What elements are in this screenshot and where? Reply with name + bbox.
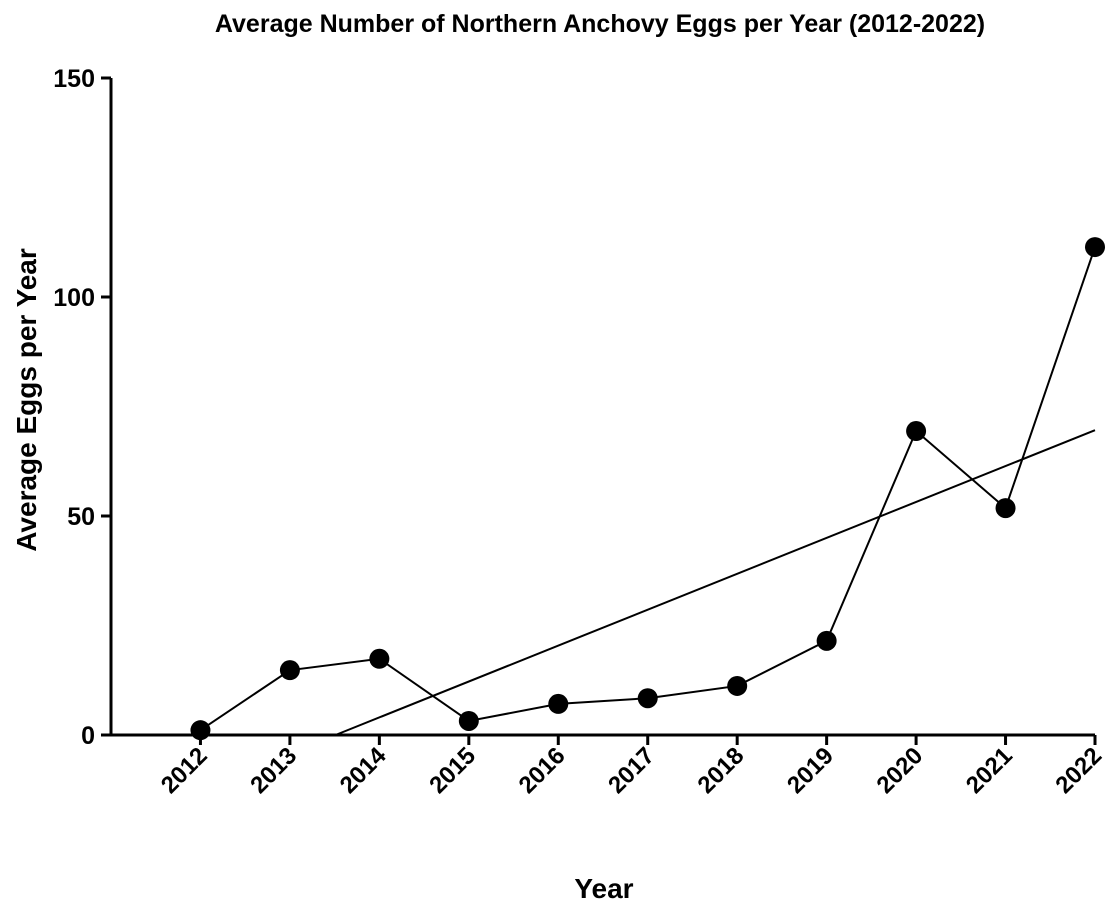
x-tick-label: 2016 <box>514 742 571 799</box>
y-tick-label: 150 <box>53 65 95 93</box>
data-point <box>190 720 211 741</box>
x-tick-label: 2020 <box>871 742 928 799</box>
trend-line <box>335 429 1096 736</box>
x-tick-label: 2021 <box>961 742 1018 799</box>
x-axis-label: Year <box>574 873 633 904</box>
data-point <box>995 498 1016 519</box>
data-point <box>369 648 390 669</box>
data-point <box>458 710 479 731</box>
y-axis-label: Average Eggs per Year <box>11 248 42 552</box>
data-point <box>1085 237 1105 258</box>
x-tick-label: 2015 <box>424 742 481 799</box>
data-point <box>548 693 569 714</box>
y-tick-label: 50 <box>67 503 95 531</box>
x-tick-label: 2012 <box>156 742 213 799</box>
data-point <box>727 675 748 696</box>
y-tick-label: 0 <box>81 722 95 750</box>
data-point <box>637 688 658 709</box>
data-point <box>816 630 837 651</box>
data-point <box>279 660 300 681</box>
x-tick-label: 2022 <box>1050 742 1107 799</box>
chart-title: Average Number of Northern Anchovy Eggs … <box>215 10 985 38</box>
x-tick-label: 2017 <box>603 742 660 799</box>
x-tick-label: 2018 <box>693 742 750 799</box>
x-tick-label: 2013 <box>245 742 302 799</box>
y-tick-label: 100 <box>53 284 95 312</box>
data-point <box>906 421 927 442</box>
x-tick-label: 2014 <box>335 742 392 799</box>
data-line <box>199 246 1096 732</box>
x-tick-label: 2019 <box>782 742 839 799</box>
